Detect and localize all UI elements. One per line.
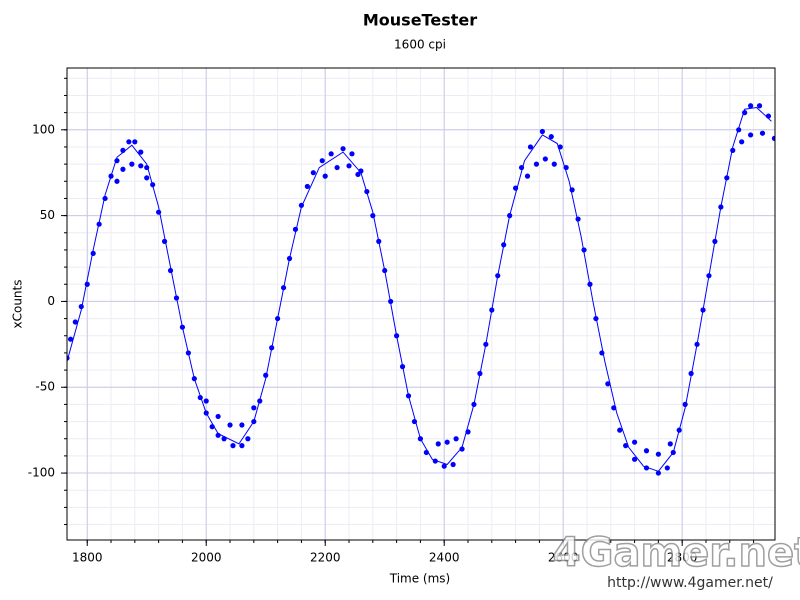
data-point — [239, 443, 245, 449]
data-point — [664, 465, 670, 471]
data-point — [203, 398, 209, 404]
data-point — [450, 461, 456, 468]
data-point — [771, 135, 775, 141]
data-point — [459, 446, 465, 452]
y-tick-label: 50 — [40, 208, 55, 222]
data-point — [138, 149, 144, 155]
data-point — [453, 436, 459, 442]
x-tick-label: 2200 — [310, 551, 341, 565]
data-point — [527, 144, 534, 150]
y-tick-label: -50 — [35, 380, 55, 394]
data-point — [245, 436, 251, 442]
data-point — [631, 456, 638, 462]
y-axis-label: xCounts — [11, 280, 25, 329]
axes: 1800 2000 2200 2400 2600 2800 -100 -50 0 50 100 — [28, 77, 755, 565]
y-tick-label: 100 — [32, 122, 55, 136]
fit-line — [67, 106, 772, 472]
data-point — [319, 158, 325, 164]
data-point — [72, 319, 78, 325]
data-point — [126, 139, 132, 145]
data-point — [551, 161, 557, 167]
data-point — [230, 443, 236, 449]
y-tick-label: 0 — [47, 294, 55, 308]
x-tick-label: 2000 — [191, 551, 222, 565]
plot-frame — [66, 67, 776, 541]
data-point — [643, 448, 650, 454]
data-point — [67, 336, 74, 342]
data-point — [748, 132, 754, 138]
data-point — [328, 151, 334, 157]
data-point — [132, 139, 138, 145]
data-point — [617, 427, 623, 433]
plot — [67, 103, 775, 476]
data-point — [435, 441, 441, 447]
data-point — [334, 164, 340, 171]
data-point — [441, 463, 447, 469]
data-point — [756, 103, 763, 109]
data-point — [358, 168, 364, 174]
data-point — [120, 166, 126, 172]
x-tick-label: 2800 — [667, 551, 698, 565]
chart-title: MouseTester — [363, 11, 477, 30]
watermark-logo: 4Gamer.net — [553, 530, 800, 576]
data-point — [251, 405, 257, 411]
data-point — [114, 178, 120, 184]
data-point — [129, 161, 135, 167]
data-point — [655, 470, 661, 476]
data-point — [524, 173, 531, 179]
data-point — [346, 163, 352, 169]
data-point — [631, 439, 638, 445]
x-tick-label: 2600 — [548, 551, 579, 565]
chart-subtitle: 1600 cpi — [394, 38, 446, 52]
data-point — [144, 175, 150, 181]
data-point — [759, 130, 766, 136]
watermark-url: http://www.4gamer.net/ — [607, 575, 773, 591]
x-tick-label: 2400 — [429, 551, 460, 565]
grid — [67, 68, 775, 540]
data-point — [227, 422, 233, 428]
data-point — [533, 161, 540, 167]
data-point — [539, 128, 545, 135]
data-point — [655, 451, 661, 457]
data-point — [623, 443, 629, 449]
data-point — [239, 422, 245, 428]
data-point — [349, 151, 355, 157]
data-point — [444, 439, 450, 445]
x-axis-label: Time (ms) — [389, 572, 451, 586]
data-point — [304, 183, 310, 190]
x-tick-label: 1800 — [72, 551, 103, 565]
data-point — [605, 381, 611, 387]
data-point — [355, 171, 361, 178]
data-point — [739, 139, 745, 145]
data-point — [310, 170, 316, 176]
data-point — [667, 441, 673, 447]
data-point — [340, 146, 346, 152]
data-point — [748, 103, 754, 109]
data-point — [138, 163, 144, 169]
data-point — [542, 156, 548, 162]
y-tick-label: -100 — [28, 466, 55, 480]
data-point — [215, 413, 221, 420]
data-point — [548, 134, 554, 140]
data-point — [322, 173, 328, 179]
